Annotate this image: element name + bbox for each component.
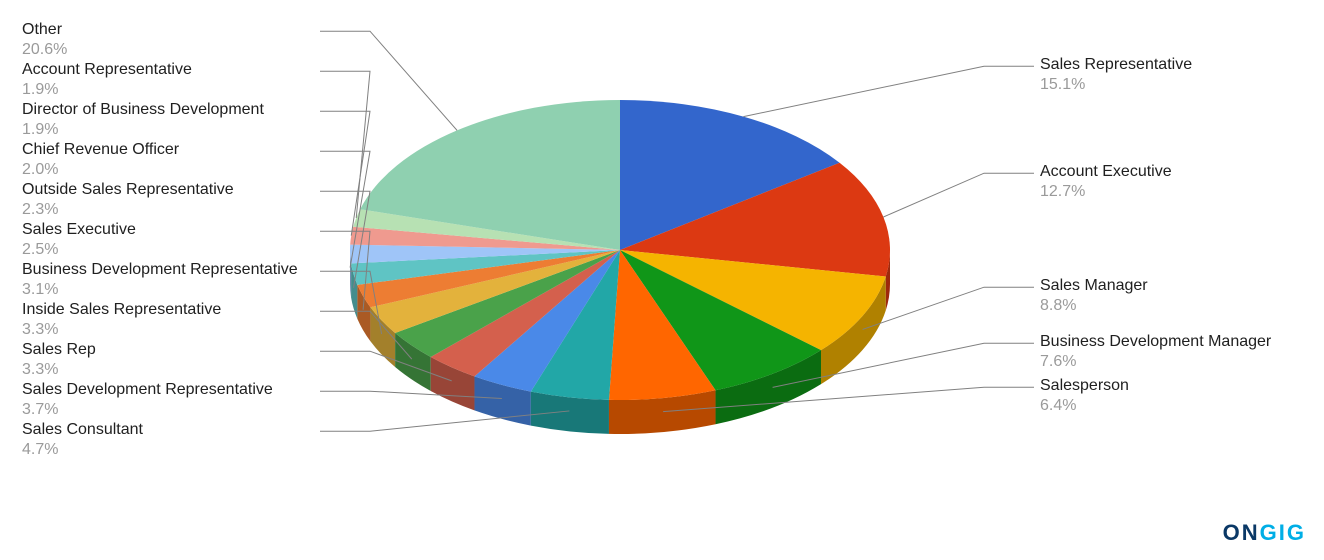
pie-slice — [620, 250, 886, 350]
pie-slice — [620, 163, 890, 277]
slice-label: Business Development Representative3.1% — [22, 260, 298, 300]
slice-label-name: Inside Sales Representative — [22, 300, 221, 320]
pie-side — [886, 250, 890, 311]
slice-label-name: Salesperson — [1040, 376, 1129, 396]
chart-stage: ONGIG Sales Representative15.1% Account E… — [0, 0, 1324, 560]
slice-label-pct: 15.1% — [1040, 75, 1192, 95]
pie-side — [357, 285, 370, 341]
slice-label: Sales Manager8.8% — [1040, 276, 1148, 316]
slice-label-name: Sales Consultant — [22, 420, 143, 440]
pie-slice — [350, 227, 620, 250]
slice-label: Inside Sales Representative3.3% — [22, 300, 221, 340]
leader-line — [883, 173, 1034, 217]
brand-logo: ONGIG — [1223, 520, 1306, 546]
leader-line — [320, 31, 457, 130]
slice-label-name: Account Executive — [1040, 162, 1172, 182]
slice-label-pct: 7.6% — [1040, 352, 1271, 372]
pie-slice — [531, 250, 620, 400]
leader-line — [320, 391, 502, 398]
leader-line — [320, 411, 569, 431]
slice-label: Business Development Manager7.6% — [1040, 332, 1271, 372]
slice-label-pct: 12.7% — [1040, 182, 1172, 202]
leader-line — [743, 66, 1034, 116]
slice-label: Sales Development Representative3.7% — [22, 380, 273, 420]
leader-line — [320, 151, 370, 267]
slice-label: Account Representative1.9% — [22, 60, 192, 100]
pie-slice — [620, 250, 821, 390]
pie-slice — [395, 250, 620, 357]
slice-label: Chief Revenue Officer2.0% — [22, 140, 179, 180]
slice-label-pct: 1.9% — [22, 80, 192, 100]
leader-line — [863, 287, 1034, 329]
slice-label-pct: 20.6% — [22, 40, 67, 60]
brand-logo-part-1: ON — [1223, 520, 1260, 545]
leader-line — [773, 343, 1034, 387]
slice-label: Director of Business Development1.9% — [22, 100, 264, 140]
slice-label-pct: 3.3% — [22, 360, 96, 380]
leader-line — [320, 231, 370, 310]
pie-slice — [474, 250, 620, 392]
slice-label: Outside Sales Representative2.3% — [22, 180, 234, 220]
slice-label: Sales Representative15.1% — [1040, 55, 1192, 95]
pie-slice — [620, 100, 840, 250]
slice-label: Sales Rep3.3% — [22, 340, 96, 380]
pie-slice — [357, 250, 620, 307]
slice-label-name: Sales Rep — [22, 340, 96, 360]
slice-label: Sales Consultant4.7% — [22, 420, 143, 460]
leader-line — [320, 111, 370, 235]
slice-label-name: Business Development Representative — [22, 260, 298, 280]
pie-side — [395, 333, 431, 391]
leader-line — [320, 311, 412, 359]
slice-label-name: Sales Manager — [1040, 276, 1148, 296]
pie-side — [431, 357, 475, 410]
brand-logo-part-2: GIG — [1260, 520, 1306, 545]
pie-slice — [370, 250, 620, 333]
slice-label-name: Other — [22, 20, 67, 40]
leader-line — [320, 191, 370, 288]
pie-slice — [360, 100, 620, 250]
pie-side — [370, 307, 395, 367]
pie-side — [351, 263, 357, 318]
slice-label-pct: 2.0% — [22, 160, 179, 180]
slice-label-pct: 8.8% — [1040, 296, 1148, 316]
slice-label: Account Executive12.7% — [1040, 162, 1172, 202]
leader-line — [320, 351, 452, 381]
slice-label-name: Chief Revenue Officer — [22, 140, 179, 160]
pie-slice — [353, 209, 620, 250]
slice-label-name: Account Representative — [22, 60, 192, 80]
slice-label-name: Director of Business Development — [22, 100, 264, 120]
slice-label-pct: 2.3% — [22, 200, 234, 220]
pie-slice — [431, 250, 620, 376]
leader-line — [320, 271, 382, 334]
pie-side — [474, 376, 530, 425]
slice-label-pct: 6.4% — [1040, 396, 1129, 416]
slice-label-name: Sales Development Representative — [22, 380, 273, 400]
slice-label-pct: 2.5% — [22, 240, 136, 260]
pie-side — [716, 350, 821, 424]
pie-slice — [351, 250, 620, 285]
slice-label: Other20.6% — [22, 20, 67, 60]
pie-side — [609, 390, 716, 434]
slice-label-name: Business Development Manager — [1040, 332, 1271, 352]
slice-label-pct: 3.3% — [22, 320, 221, 340]
leader-line — [320, 71, 370, 218]
slice-label-pct: 3.1% — [22, 280, 298, 300]
slice-label-name: Sales Representative — [1040, 55, 1192, 75]
slice-label-name: Sales Executive — [22, 220, 136, 240]
leader-line — [663, 387, 1034, 411]
pie-side — [821, 277, 886, 385]
pie-side — [531, 392, 609, 434]
slice-label: Salesperson6.4% — [1040, 376, 1129, 416]
pie-slice — [350, 245, 620, 264]
slice-label-pct: 4.7% — [22, 440, 143, 460]
pie-slice — [609, 250, 716, 400]
pie-side — [350, 250, 351, 297]
slice-label: Sales Executive2.5% — [22, 220, 136, 260]
slice-label-name: Outside Sales Representative — [22, 180, 234, 200]
slice-label-pct: 3.7% — [22, 400, 273, 420]
slice-label-pct: 1.9% — [22, 120, 264, 140]
